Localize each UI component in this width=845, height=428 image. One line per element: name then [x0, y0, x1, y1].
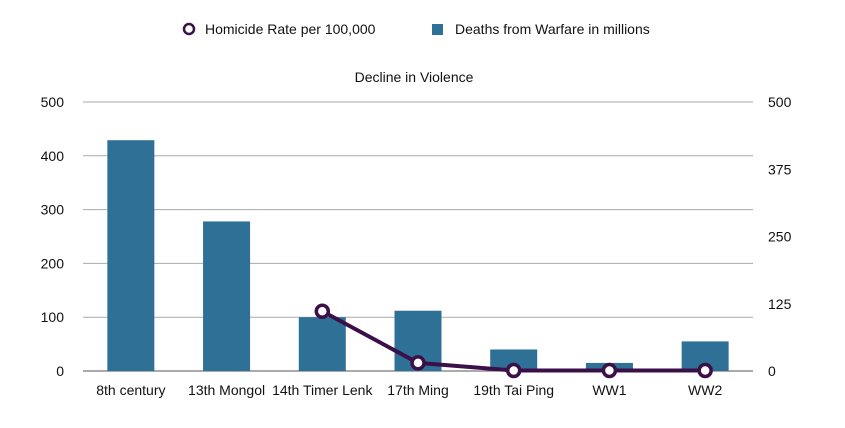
x-tick-label: 8th century [96, 382, 165, 398]
legend-label-warfare: Deaths from Warfare in millions [455, 21, 650, 37]
left-tick-label: 500 [41, 94, 65, 110]
x-tick-label: WW2 [688, 382, 722, 398]
bar-14th-timer-lenk [298, 317, 346, 371]
legend-line-marker [182, 22, 196, 36]
left-tick-label: 100 [41, 309, 65, 325]
chart-title: Decline in Violence [355, 69, 474, 85]
bar-19th-tai-ping [490, 349, 538, 371]
bar-13th-mongol [203, 221, 251, 371]
right-tick-label: 125 [768, 296, 792, 312]
homicide-point [314, 303, 331, 320]
homicide-point [410, 355, 426, 371]
right-tick-label: 375 [768, 161, 792, 177]
bar-8th-century [107, 140, 155, 371]
right-tick-label: 0 [768, 363, 776, 379]
legend-label-homicide: Homicide Rate per 100,000 [205, 21, 376, 37]
x-tick-label: WW1 [592, 382, 626, 398]
homicide-point [601, 362, 618, 379]
homicide-point [697, 362, 713, 379]
x-tick-label: 14th Timer Lenk [272, 382, 373, 398]
left-tick-label: 200 [41, 255, 65, 271]
homicide-point [505, 362, 522, 379]
x-tick-label: 13th Mongol [188, 382, 265, 398]
left-tick-label: 0 [56, 363, 64, 379]
left-tick-label: 400 [41, 148, 65, 164]
x-tick-label: 19th Tai Ping [473, 382, 554, 398]
right-tick-label: 500 [768, 94, 792, 110]
left-tick-label: 300 [41, 202, 65, 218]
legend-bar-marker [432, 24, 443, 35]
x-tick-label: 17th Ming [387, 382, 448, 398]
right-tick-label: 250 [768, 229, 792, 245]
